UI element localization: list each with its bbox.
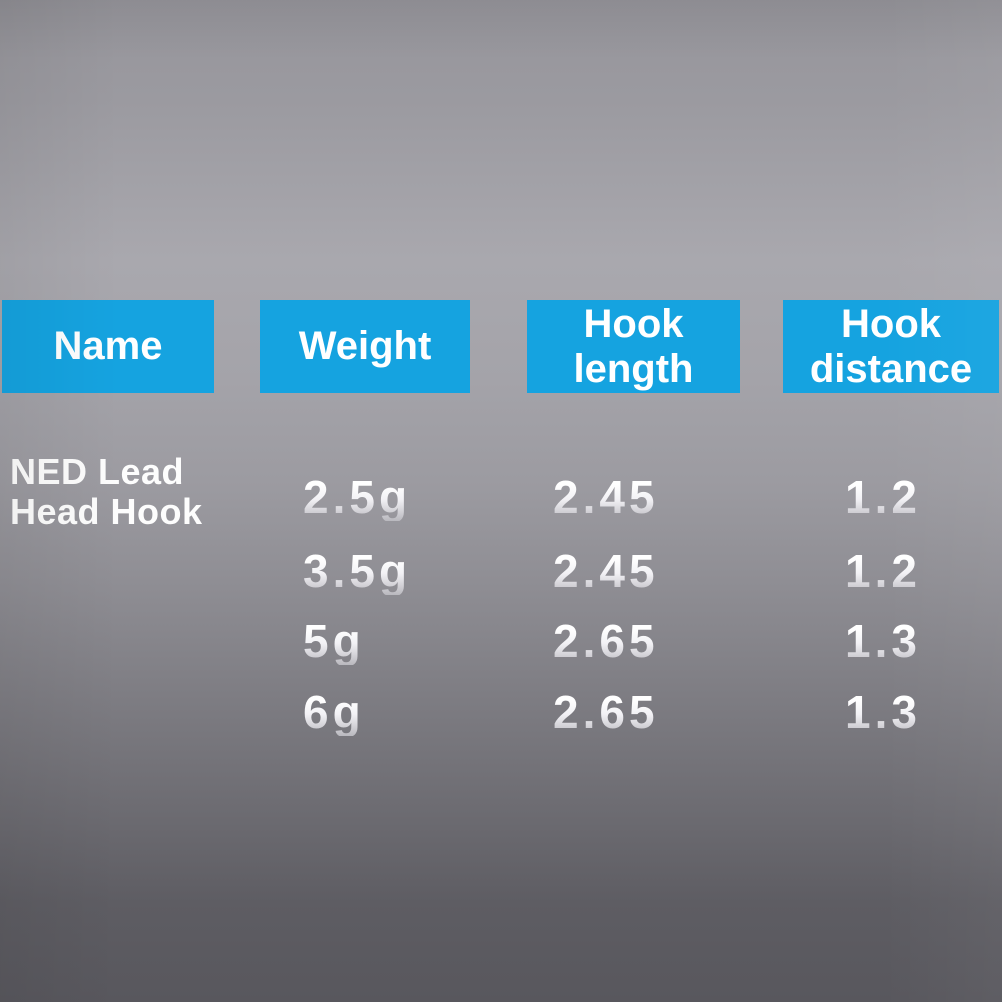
hook-length-value: 2.65: [553, 686, 659, 738]
product-name-cell: NED Lead Head Hook: [10, 451, 203, 532]
hook-distance-value: 1.3: [845, 615, 921, 667]
header-cell-weight: Weight: [260, 300, 470, 393]
hook-length-value: 2.65: [553, 615, 659, 667]
weight-value: 3.5g: [303, 545, 412, 597]
header-cell-hook-distance: Hook distance: [783, 300, 999, 393]
weight-value: 6g: [303, 686, 365, 738]
header-cell-hook-length: Hook length: [527, 300, 740, 393]
hook-length-value: 2.45: [553, 471, 659, 523]
hook-distance-value: 1.3: [845, 686, 921, 738]
weight-value: 5g: [303, 615, 365, 667]
hook-distance-value: 1.2: [845, 471, 921, 523]
hook-length-value: 2.45: [553, 545, 659, 597]
header-cell-name: Name: [2, 300, 214, 393]
hook-distance-value: 1.2: [845, 545, 921, 597]
weight-value: 2.5g: [303, 471, 412, 523]
